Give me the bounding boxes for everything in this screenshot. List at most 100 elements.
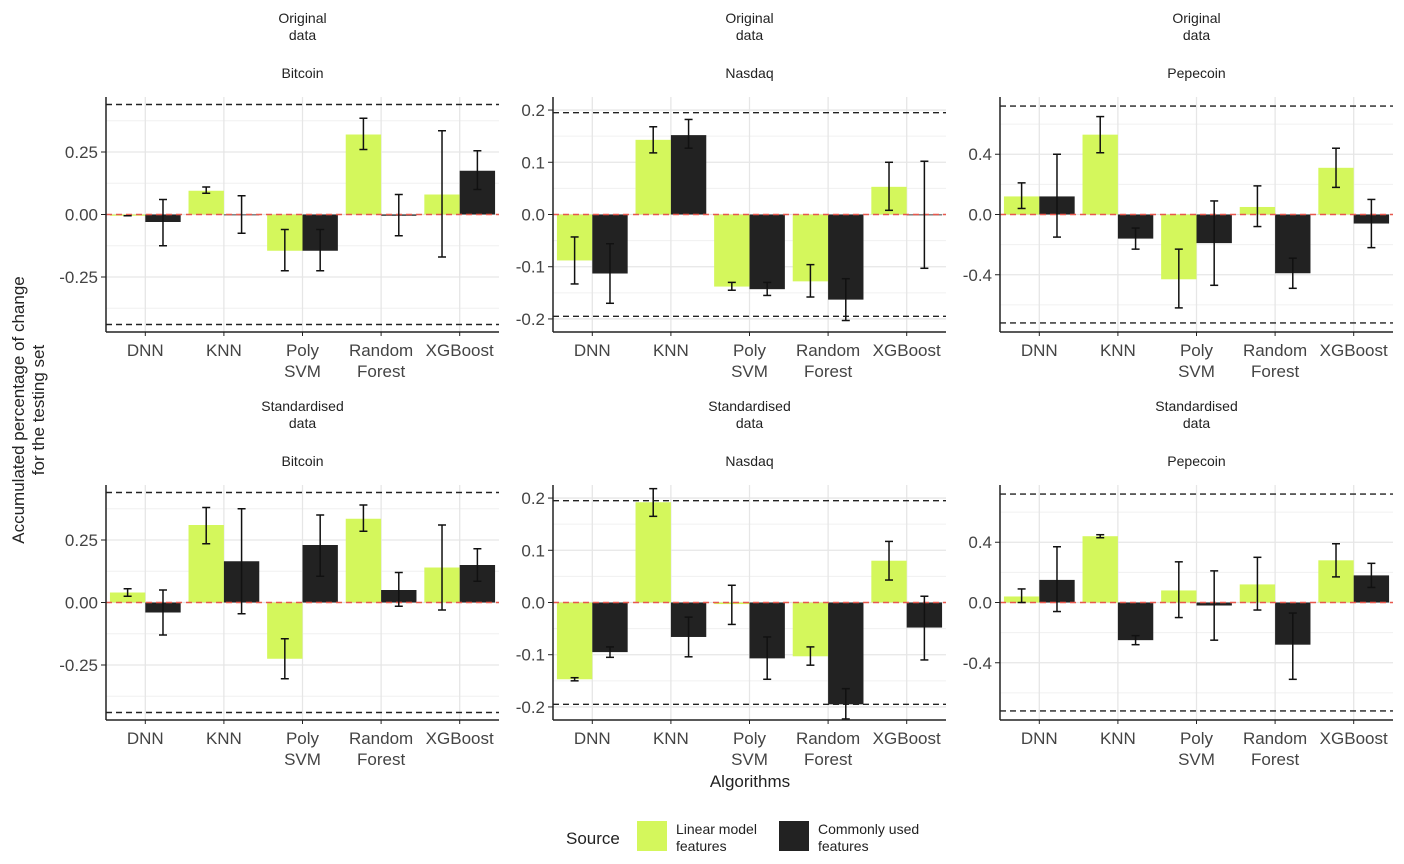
y-tick-label: -0.25 bbox=[59, 268, 98, 287]
x-tick-label: SVM bbox=[284, 362, 321, 381]
x-tick-label: DNN bbox=[1021, 729, 1058, 748]
x-tick-label: SVM bbox=[1178, 750, 1215, 769]
strip-row-label-line-2: data bbox=[289, 27, 316, 43]
error-bar-common bbox=[763, 636, 772, 681]
y-tick-label: 0.0 bbox=[968, 594, 992, 613]
strip-row-label-line-1: Standardised bbox=[708, 398, 791, 414]
error-bar-linear bbox=[727, 281, 736, 291]
bar-common-dnn bbox=[592, 602, 628, 653]
strip-row-label-line-1: Original bbox=[278, 10, 326, 26]
error-bar-linear bbox=[649, 126, 658, 154]
strip-row-label-line-2: data bbox=[736, 415, 763, 431]
error-bar-common bbox=[237, 508, 246, 615]
x-tick-label: XGBoost bbox=[873, 341, 941, 360]
x-tick-label: Random bbox=[796, 729, 860, 748]
x-tick-label: Forest bbox=[1251, 362, 1299, 381]
legend-label-common-line-2: features bbox=[818, 838, 869, 854]
y-tick-label: -0.2 bbox=[516, 310, 545, 329]
error-bar-common bbox=[473, 548, 482, 582]
x-tick-label: Poly bbox=[286, 729, 320, 748]
x-tick-label: Forest bbox=[1251, 750, 1299, 769]
bar-linear-random-forest bbox=[345, 518, 382, 603]
error-bar-linear bbox=[1253, 556, 1262, 611]
error-bar-common bbox=[237, 195, 246, 234]
strip-row-label-line-1: Standardised bbox=[1155, 398, 1238, 414]
error-bar-linear bbox=[885, 161, 894, 212]
bar-linear-dnn bbox=[556, 602, 593, 680]
strip-market-label: Nasdaq bbox=[725, 453, 773, 469]
x-tick-label: KNN bbox=[206, 729, 242, 748]
error-bar-common bbox=[316, 514, 325, 577]
error-bar-linear bbox=[727, 584, 736, 626]
y-tick-label: -0.4 bbox=[963, 654, 992, 673]
error-bar-common bbox=[1052, 546, 1061, 613]
y-tick-label: 0.25 bbox=[65, 531, 98, 550]
y-tick-label: 0.2 bbox=[521, 489, 545, 508]
error-bar-common bbox=[394, 193, 403, 237]
error-bar-common bbox=[841, 277, 850, 322]
legend-swatch-common bbox=[779, 821, 809, 851]
error-bar-linear bbox=[1253, 185, 1262, 228]
error-bar-linear bbox=[359, 504, 368, 532]
x-axis-title: Algorithms bbox=[710, 772, 790, 791]
error-bar-common bbox=[684, 616, 693, 658]
x-tick-label: Forest bbox=[357, 750, 405, 769]
error-bar-common bbox=[316, 228, 325, 272]
strip-market-label: Pepecoin bbox=[1167, 453, 1225, 469]
error-bar-linear bbox=[1096, 533, 1105, 539]
error-bar-linear bbox=[1017, 182, 1026, 210]
y-tick-label: 0.2 bbox=[521, 101, 545, 120]
error-bar-linear bbox=[1017, 588, 1026, 604]
x-tick-label: KNN bbox=[206, 341, 242, 360]
y-tick-label: 0.0 bbox=[968, 206, 992, 225]
bar-linear-poly-svm bbox=[714, 214, 750, 287]
error-bar-common bbox=[684, 118, 693, 149]
strip-row-label-line-2: data bbox=[1183, 415, 1210, 431]
error-bar-linear bbox=[123, 588, 132, 597]
error-bar-common bbox=[605, 242, 614, 305]
legend: Source Linear model features Commonly us… bbox=[566, 821, 919, 854]
bar-common-poly-svm bbox=[749, 214, 785, 290]
y-tick-label: 0.4 bbox=[968, 145, 992, 164]
error-bar-linear bbox=[359, 117, 368, 151]
error-bar-common bbox=[158, 589, 167, 636]
y-tick-label: 0.00 bbox=[65, 206, 98, 225]
x-tick-label: Random bbox=[796, 341, 860, 360]
x-tick-label: SVM bbox=[731, 362, 768, 381]
strip-row-label-line-2: data bbox=[289, 415, 316, 431]
x-tick-label: Random bbox=[1243, 341, 1307, 360]
x-tick-label: XGBoost bbox=[426, 729, 494, 748]
bar-linear-knn bbox=[188, 190, 224, 215]
bar-common-random-forest bbox=[828, 602, 864, 705]
x-tick-label: Poly bbox=[733, 341, 767, 360]
x-tick-label: KNN bbox=[1100, 729, 1136, 748]
error-bar-linear bbox=[570, 676, 579, 682]
strip-market-label: Nasdaq bbox=[725, 65, 773, 81]
x-tick-label: DNN bbox=[1021, 341, 1058, 360]
x-tick-label: Forest bbox=[357, 362, 405, 381]
error-bar-common bbox=[763, 281, 772, 297]
bar-linear-dnn bbox=[109, 592, 146, 603]
legend-label-linear-line-2: features bbox=[676, 838, 727, 854]
y-axis-title-line-2: for the testing set bbox=[29, 345, 48, 476]
x-tick-label: Random bbox=[349, 729, 413, 748]
error-bar-linear bbox=[806, 263, 815, 298]
x-tick-label: Poly bbox=[286, 341, 320, 360]
strip-row-label-line-1: Original bbox=[1172, 10, 1220, 26]
error-bar-linear bbox=[280, 228, 289, 272]
error-bar-linear bbox=[1174, 561, 1183, 619]
error-bar-linear bbox=[202, 506, 211, 545]
x-tick-label: Random bbox=[1243, 729, 1307, 748]
y-tick-label: -0.2 bbox=[516, 698, 545, 717]
y-tick-label: -0.25 bbox=[59, 656, 98, 675]
x-tick-label: SVM bbox=[284, 750, 321, 769]
x-tick-label: XGBoost bbox=[426, 341, 494, 360]
y-tick-label: -0.4 bbox=[963, 266, 992, 285]
error-bar-common bbox=[473, 150, 482, 191]
error-bar-common bbox=[841, 687, 850, 720]
